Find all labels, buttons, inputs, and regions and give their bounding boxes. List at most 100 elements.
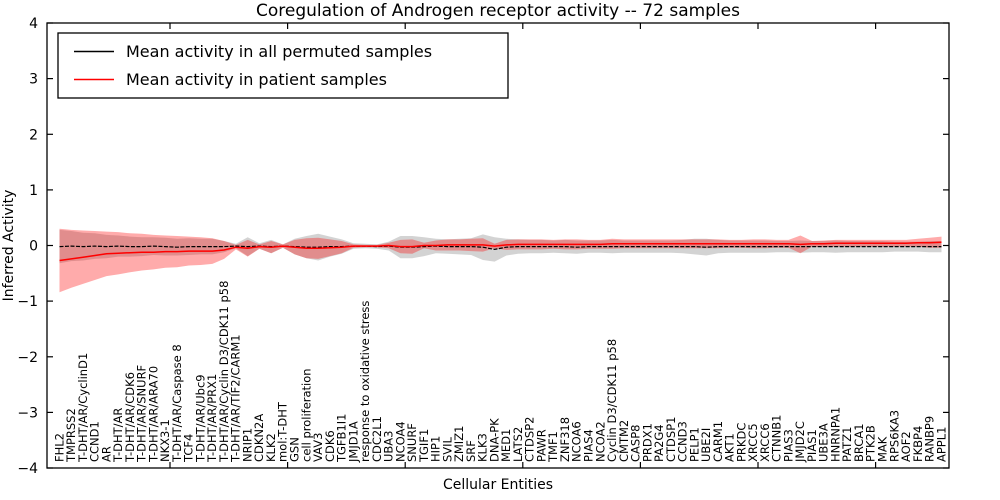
entity-label: PRKDC xyxy=(734,423,748,462)
entity-label: CARM1 xyxy=(711,421,725,462)
entity-label: T-DHT/AR/ARA70 xyxy=(146,366,160,463)
confidence-bands xyxy=(59,228,942,293)
entity-label: APPL1 xyxy=(934,427,948,462)
entity-label: PRDX1 xyxy=(640,423,654,462)
legend-label-patient: Mean activity in patient samples xyxy=(126,70,387,89)
entity-label: MAK xyxy=(876,436,890,462)
entity-label: PIAS1 xyxy=(805,429,819,462)
entity-label: KLK2 xyxy=(264,433,278,462)
y-tick-label: 4 xyxy=(29,16,38,32)
entity-label: HIP1 xyxy=(429,436,443,462)
entity-label: MED1 xyxy=(499,429,513,462)
entity-label: PA2G4 xyxy=(652,424,666,462)
entity-label: NRIP1 xyxy=(241,428,255,462)
entity-label: FHL2 xyxy=(52,433,66,462)
entity-label: HNRNPA1 xyxy=(829,407,843,462)
entity-label: TMF1 xyxy=(546,431,560,463)
y-tick-label: 3 xyxy=(29,72,38,88)
y-tick-label: −1 xyxy=(17,294,38,310)
axes xyxy=(46,22,950,469)
permuted-mean-line xyxy=(59,245,942,251)
entity-label: CDC2L1 xyxy=(370,416,384,462)
entity-label: SNURF xyxy=(405,423,419,462)
x-tick-labels: FHL2TMPRSS2T-DHT/AR/CyclinD1CCND1ART-DHT… xyxy=(52,281,948,463)
entity-label: T-DHT/AR/PRX1 xyxy=(205,374,219,463)
entity-label: CTDSP2 xyxy=(523,417,537,462)
entity-label: cell proliferation xyxy=(299,368,313,462)
y-tick-label: −4 xyxy=(17,461,38,477)
entity-label: DNA-PK xyxy=(487,418,501,462)
y-tick-label: 1 xyxy=(29,183,38,199)
entity-label: CDKN2A xyxy=(252,414,266,462)
entity-label: T-DHT/AR xyxy=(111,408,125,463)
entity-label: T-DHT/AR/CyclinD1 xyxy=(76,353,90,463)
legend: Mean activity in all permuted samples Me… xyxy=(57,32,509,99)
chart-title: Coregulation of Androgen receptor activi… xyxy=(256,1,740,21)
y-tick-labels: 4 3 2 1 0 −1 −2 −3 −4 xyxy=(17,16,38,477)
entity-label: VAV3 xyxy=(311,433,325,462)
entity-label: TCF4 xyxy=(182,434,196,463)
entity-label: UBE2I xyxy=(699,428,713,462)
entity-label: SVIL xyxy=(440,436,454,462)
mean-lines xyxy=(59,241,942,262)
entity-label: response to oxidative stress xyxy=(358,301,372,462)
entity-label: ZMIZ1 xyxy=(452,426,466,462)
entity-label: XRCC5 xyxy=(746,423,760,462)
patient-std-band xyxy=(59,228,942,293)
entity-label: TGFB1I1 xyxy=(335,414,349,463)
entity-label: PELP1 xyxy=(687,427,701,462)
entity-label: LATS2 xyxy=(511,427,525,462)
entity-label: RANBP9 xyxy=(923,416,937,462)
y-axis-label: Inferred Activity xyxy=(1,190,17,302)
permuted-std-band xyxy=(59,229,942,264)
entity-label: CDK6 xyxy=(323,430,337,462)
entity-label: TGIF1 xyxy=(417,429,431,463)
entity-label: TMPRSS2 xyxy=(64,408,78,463)
entity-label: KLK3 xyxy=(476,433,490,462)
entity-label: BRCA1 xyxy=(852,423,866,462)
entity-label: T-DHT/AR/Caspase 8 xyxy=(170,344,184,463)
entity-label: CASP8 xyxy=(629,425,643,462)
entity-label: AR xyxy=(99,446,113,462)
entity-label: ZNF318 xyxy=(558,417,572,462)
entity-label: CTDSP1 xyxy=(664,417,678,462)
entity-label: PIAS3 xyxy=(781,429,795,462)
y-tick-label: 0 xyxy=(29,239,38,255)
entity-label: T-DHT/AR/Ubc9 xyxy=(193,374,207,463)
entity-label: CCND1 xyxy=(88,421,102,462)
entity-label: PTK2B xyxy=(864,425,878,462)
entity-label: T-DHT/AR/TIF2/CARM1 xyxy=(229,334,243,463)
entity-label: RPS6KA3 xyxy=(887,410,901,462)
y-tick-label: −2 xyxy=(17,350,38,366)
entity-label: NCOA6 xyxy=(570,421,584,462)
entity-label: JMJD2C xyxy=(793,421,807,463)
entity-label: JMJD1A xyxy=(346,421,360,463)
entity-label: T-DHT/AR/SNURF xyxy=(135,365,149,463)
entity-label: AKT1 xyxy=(723,433,737,462)
entity-label: UBA3 xyxy=(382,431,396,463)
entity-label: NKX3-1 xyxy=(158,419,172,462)
entity-label: PAWR xyxy=(535,429,549,462)
entity-label: Cyclin D3/CDK11 p58 xyxy=(605,339,619,462)
entity-label: XRCC6 xyxy=(758,423,772,462)
legend-label-permuted: Mean activity in all permuted samples xyxy=(126,42,432,61)
entity-label: UBE3A xyxy=(817,423,831,462)
entity-label: AOF2 xyxy=(899,431,913,462)
entity-label: CMTM2 xyxy=(617,420,631,462)
entity-label: PATZ1 xyxy=(840,427,854,462)
entity-label: T-DHT/AR/Cyclin D3/CDK11 p58 xyxy=(217,281,231,463)
y-tick-label: 2 xyxy=(29,127,38,143)
entity-label: GSN xyxy=(288,437,302,462)
entity-label: SRF xyxy=(464,440,478,462)
entity-label: PIAS4 xyxy=(582,429,596,462)
entity-label: NCOA2 xyxy=(593,421,607,462)
entity-label: FKBP4 xyxy=(911,426,925,462)
patient-mean-line xyxy=(59,241,942,262)
legend-box xyxy=(57,32,509,99)
entity-label: T-DHT/AR/CDK6 xyxy=(123,372,137,463)
entity-label: CCND3 xyxy=(676,421,690,462)
entity-label: mol:T-DHT xyxy=(276,401,290,462)
entity-label: CTNNB1 xyxy=(770,415,784,462)
entity-label: NCOA4 xyxy=(393,421,407,462)
